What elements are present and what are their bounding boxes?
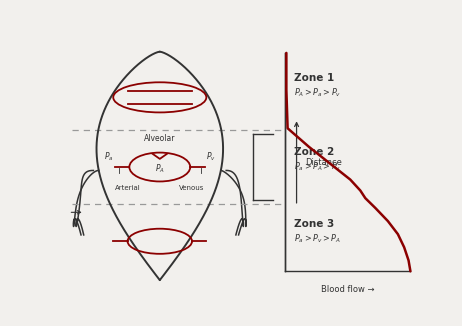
- Text: Blood flow →: Blood flow →: [321, 285, 375, 294]
- Text: Distance: Distance: [305, 157, 342, 167]
- Text: $P_a > P_A > P_v$: $P_a > P_A > P_v$: [294, 161, 341, 173]
- Text: Alveolar: Alveolar: [144, 134, 176, 142]
- Text: Zone 3: Zone 3: [294, 219, 334, 229]
- Text: $P_a > P_v > P_A$: $P_a > P_v > P_A$: [294, 233, 341, 245]
- Text: $P_A > P_a > P_v$: $P_A > P_a > P_v$: [294, 87, 341, 99]
- Text: $P_v$: $P_v$: [207, 150, 216, 162]
- Text: Zone 1: Zone 1: [294, 73, 334, 83]
- Text: Arterial: Arterial: [115, 185, 140, 191]
- Text: $P_a$: $P_a$: [103, 150, 113, 162]
- Text: Zone 2: Zone 2: [294, 147, 334, 157]
- Text: Venous: Venous: [179, 185, 205, 191]
- Text: $P_A$: $P_A$: [155, 162, 165, 174]
